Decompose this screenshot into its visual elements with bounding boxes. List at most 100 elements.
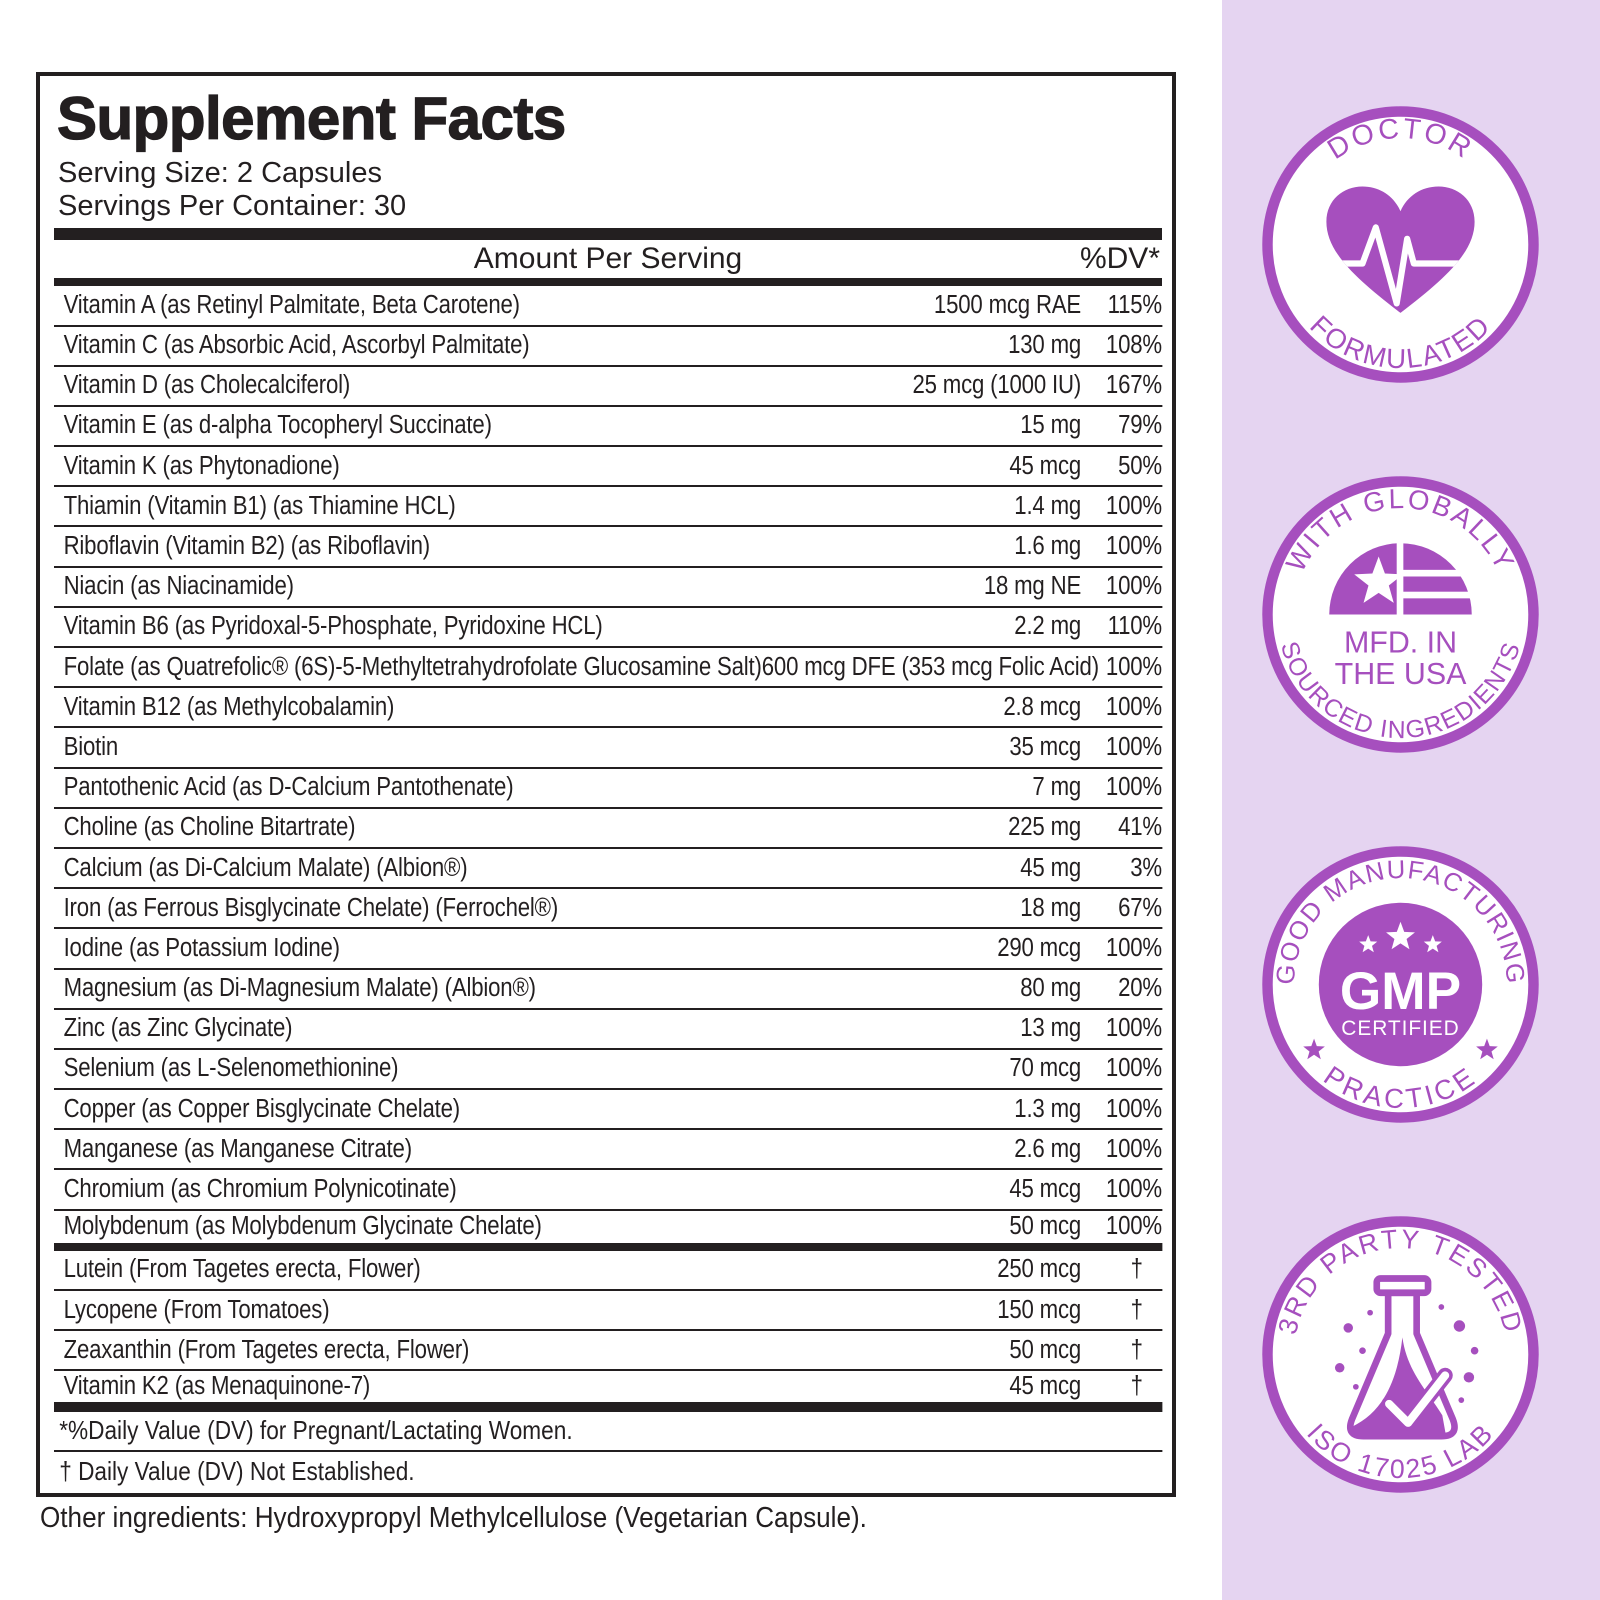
divider-thick: [54, 228, 1162, 241]
ingredient-dv: 100%: [1105, 933, 1162, 962]
ingredient-amount: 290 mcg: [997, 933, 1082, 962]
table-row: Magnesium (as Di-Magnesium Malate) (Albi…: [54, 970, 1162, 1010]
star-icon: [1359, 935, 1378, 953]
servings-per-container: Servings Per Container: 30: [58, 189, 407, 222]
table-row: Lycopene (From Tomatoes) 150 mcg †: [54, 1291, 1162, 1332]
table-row: Vitamin B6 (as Pyridoxal-5-Phosphate, Py…: [54, 608, 1162, 649]
ingredient-name: Pantothenic Acid (as D-Calcium Pantothen…: [63, 773, 514, 802]
ingredient-dv: 20%: [1118, 974, 1162, 1003]
ingredient-dv: 100%: [1105, 1212, 1162, 1241]
the-usa-text: THE USA: [1335, 657, 1467, 691]
ingredient-amount: 130 mg: [1008, 331, 1082, 360]
ingredient-name: Zeaxanthin (From Tagetes erecta, Flower): [63, 1335, 470, 1364]
ingredient-dv: 67%: [1118, 893, 1162, 922]
star-icon: [1354, 556, 1404, 603]
table-header: Amount Per Serving %DV*: [54, 240, 1162, 278]
star-icon: [1386, 921, 1415, 950]
table-row: Molybdenum (as Molybdenum Glycinate Chel…: [54, 1211, 1162, 1251]
ingredient-amount: 45 mcg: [1009, 451, 1082, 480]
table-row: Thiamin (Vitamin B1) (as Thiamine HCL) 1.…: [54, 487, 1162, 528]
star-icon: [1303, 1038, 1325, 1060]
ingredient-dv: 41%: [1118, 813, 1162, 842]
ingredient-amount: 18 mg NE: [983, 572, 1082, 601]
ingredient-name: Niacin (as Niacinamide): [63, 572, 294, 601]
gmp-acronym: GMP: [1340, 962, 1461, 1021]
table-row: Lutein (From Tagetes erecta, Flower) 250 …: [54, 1251, 1162, 1292]
ingredient-amount: 45 mcg: [1009, 1175, 1082, 1204]
ingredient-name: Vitamin K2 (as Menaquinone-7): [63, 1371, 371, 1400]
ingredient-name: Zinc (as Zinc Glycinate): [63, 1014, 293, 1043]
star-icon: [1476, 1038, 1498, 1060]
ingredient-amount: 2.6 mg: [1014, 1134, 1082, 1163]
ingredient-dv: 79%: [1118, 411, 1162, 440]
ingredient-name: Biotin: [63, 732, 119, 761]
table-row: Vitamin E (as d-alpha Tocopheryl Succina…: [54, 407, 1162, 448]
ingredient-name: Vitamin C (as Absorbic Acid, Ascorbyl Pa…: [63, 331, 530, 360]
flask-check-icon: [1334, 1275, 1479, 1440]
table-row: Vitamin D (as Cholecalciferol) 25 mcg (10…: [54, 367, 1162, 407]
panel-title: Supplement Facts: [56, 85, 567, 152]
ingredient-name: Lycopene (From Tomatoes): [63, 1295, 330, 1324]
ingredient-amount: 2.8 mcg: [1003, 692, 1082, 721]
other-ingredients: Other ingredients: Hydroxypropyl Methylc…: [40, 1502, 867, 1534]
table-row: Zinc (as Zinc Glycinate) 13 mg 100%: [54, 1010, 1162, 1050]
ingredient-dv: 100%: [1105, 491, 1162, 520]
ingredient-name: Iron (as Ferrous Bisglycinate Chelate) (…: [63, 893, 559, 922]
ingredient-name: Copper (as Copper Bisglycinate Chelate): [63, 1094, 461, 1123]
ingredient-amount: 1500 mcg RAE: [933, 290, 1082, 319]
table-row: Vitamin B12 (as Methylcobalamin) 2.8 mcg 1…: [54, 688, 1162, 729]
facts-rows: Vitamin A (as Retinyl Palmitate, Beta Ca…: [54, 286, 1163, 1412]
ingredient-name: Folate (as Quatrefolic® (6S)-5-Methyltet…: [63, 652, 762, 681]
ingredient-name: Manganese (as Manganese Citrate): [63, 1134, 413, 1163]
table-row: Riboflavin (Vitamin B2) (as Riboflavin) 1…: [54, 527, 1162, 568]
amount-per-serving-header: Amount Per Serving: [473, 242, 743, 276]
ingredient-dv: 100%: [1105, 1014, 1162, 1043]
third-party-tested-badge: 3RD PARTY TESTED ISO 17025 LAB: [1262, 1216, 1539, 1493]
table-row: Niacin (as Niacinamide) 18 mg NE 100%: [54, 568, 1162, 608]
ingredient-name: Vitamin E (as d-alpha Tocopheryl Succina…: [63, 411, 492, 440]
ingredient-amount: 35 mcg: [1009, 732, 1082, 761]
ingredient-amount: 600 mcg DFE (353 mcg Folic Acid): [761, 652, 1099, 681]
ingredient-amount: 18 mg: [1020, 893, 1082, 922]
ingredient-dv: †: [1130, 1295, 1143, 1324]
footnote-dagger: † Daily Value (DV) Not Established.: [54, 1452, 1162, 1492]
ingredient-dv: †: [1130, 1335, 1143, 1364]
footnote-dv: *%Daily Value (DV) for Pregnant/Lactatin…: [54, 1412, 1162, 1452]
ingredient-amount: 225 mg: [1008, 813, 1082, 842]
usa-flag-dome-icon: [1329, 540, 1477, 615]
footnote-text: *%Daily Value (DV) for Pregnant/Lactatin…: [59, 1415, 573, 1446]
table-row: Iron (as Ferrous Bisglycinate Chelate) (…: [54, 889, 1162, 930]
table-row: Vitamin K (as Phytonadione) 45 mcg 50%: [54, 447, 1162, 488]
supplement-facts-panel: Supplement Facts Serving Size: 2 Capsule…: [36, 72, 1176, 1497]
ingredient-name: Vitamin D (as Cholecalciferol): [63, 371, 351, 400]
ingredient-name: Magnesium (as Di-Magnesium Malate) (Albi…: [63, 974, 536, 1003]
doctor-formulated-badge: DOCTOR FORMULATED: [1262, 106, 1539, 383]
ingredient-name: Vitamin K (as Phytonadione): [63, 451, 340, 480]
table-row: Choline (as Choline Bitartrate) 225 mg 41%: [54, 809, 1162, 849]
ingredient-amount: 50 mcg: [1009, 1212, 1082, 1241]
ingredient-dv: 100%: [1105, 1134, 1162, 1163]
table-row: Vitamin K2 (as Menaquinone-7) 45 mcg †: [54, 1371, 1162, 1412]
ingredient-name: Selenium (as L-Selenomethionine): [63, 1054, 399, 1083]
ingredient-dv: 100%: [1105, 532, 1162, 561]
table-row: Chromium (as Chromium Polynicotinate) 45 …: [54, 1170, 1162, 1211]
ingredient-amount: 45 mcg: [1009, 1371, 1082, 1400]
ingredient-dv: 100%: [1105, 773, 1162, 802]
ingredient-amount: 45 mg: [1020, 853, 1082, 882]
ingredient-name: Vitamin A (as Retinyl Palmitate, Beta Ca…: [63, 290, 520, 319]
ingredient-dv: 115%: [1107, 290, 1163, 319]
ingredient-amount: 25 mcg (1000 IU): [912, 371, 1082, 400]
footnote-text: † Daily Value (DV) Not Established.: [59, 1456, 415, 1487]
ingredient-amount: 250 mcg: [997, 1255, 1082, 1284]
ingredient-dv: 100%: [1105, 1094, 1162, 1123]
table-row: Zeaxanthin (From Tagetes erecta, Flower)…: [54, 1331, 1162, 1372]
ingredient-name: Chromium (as Chromium Polynicotinate): [63, 1175, 457, 1204]
ingredient-name: Riboflavin (Vitamin B2) (as Riboflavin): [63, 532, 431, 561]
gmp-certified-badge: GOOD MANUFACTURING PRACTICE GMP CERTIFIE…: [1262, 846, 1539, 1123]
dv-header: %DV*: [1079, 242, 1160, 276]
ingredient-dv: 100%: [1105, 732, 1162, 761]
mfd-in-text: MFD. IN: [1344, 626, 1457, 660]
mfd-usa-badge: WITH GLOBALLY SOURCED INGREDIENTS MFD. I…: [1262, 476, 1539, 753]
table-row: Pantothenic Acid (as D-Calcium Pantothen…: [54, 769, 1162, 809]
